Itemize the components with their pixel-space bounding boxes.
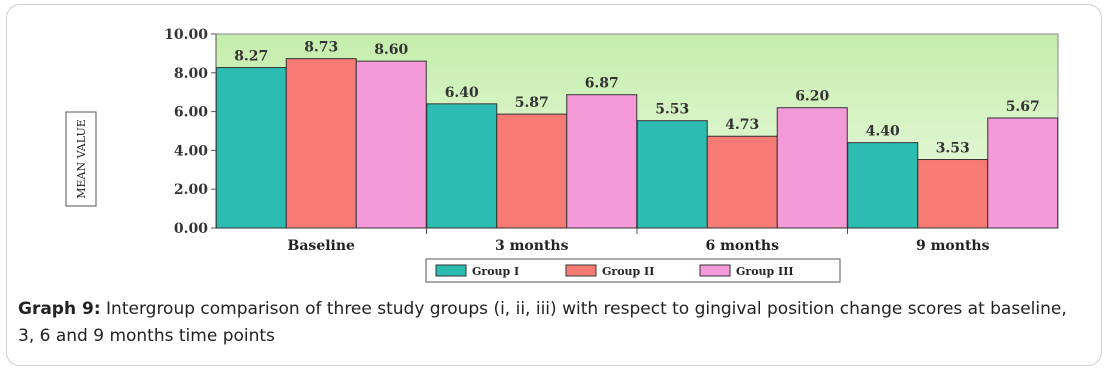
y-tick-label: 0.00 bbox=[174, 221, 208, 237]
bar-group-i bbox=[636, 120, 708, 229]
bar-chart: 0.00 2.00 4.00 6.00 8.00 10.00 Baseline 3 mont… bbox=[65, 27, 1059, 283]
bar-value-label: 8.60 bbox=[374, 42, 408, 58]
legend-label: Group I bbox=[472, 265, 519, 278]
bar-group-iii bbox=[776, 107, 848, 229]
value-labels: 8.27 8.73 8.60 6.40 5.87 6.87 5.53 4.73 6.20 4.40… bbox=[234, 40, 1040, 157]
bar-group-ii bbox=[496, 113, 568, 229]
legend-swatch bbox=[699, 264, 731, 277]
bar-group-ii bbox=[917, 159, 989, 229]
bar-value-label: 3.53 bbox=[936, 141, 970, 157]
bar-group-iii bbox=[566, 94, 638, 229]
bar-group-iii bbox=[987, 117, 1059, 229]
caption-text: Intergroup comparison of three study gro… bbox=[18, 299, 1067, 346]
bar-value-label: 5.53 bbox=[655, 102, 689, 118]
bar-value-label: 8.73 bbox=[304, 40, 338, 56]
bar-value-label: 6.40 bbox=[445, 85, 479, 101]
legend-swatch bbox=[435, 264, 467, 277]
y-tick-label: 2.00 bbox=[174, 182, 208, 198]
legend-swatch bbox=[565, 264, 597, 277]
legend-label: Group III bbox=[736, 265, 793, 278]
bar-value-label: 5.87 bbox=[515, 95, 549, 111]
bar-value-label: 4.40 bbox=[866, 124, 900, 140]
x-axis: Baseline 3 months 6 months 9 months bbox=[288, 228, 990, 254]
figure-caption: Graph 9: Intergroup comparison of three … bbox=[18, 296, 1088, 350]
y-axis: 0.00 2.00 4.00 6.00 8.00 10.00 bbox=[164, 27, 217, 237]
x-category-label: 3 months bbox=[495, 238, 569, 254]
bar-group-i bbox=[847, 142, 919, 229]
bar-group-i bbox=[215, 67, 287, 229]
legend: Group I Group II Group III bbox=[425, 258, 841, 283]
bar-group-iii bbox=[355, 60, 427, 229]
y-tick-label: 4.00 bbox=[174, 143, 208, 159]
y-tick-label: 6.00 bbox=[174, 105, 208, 121]
bar-value-label: 6.20 bbox=[795, 89, 829, 105]
y-tick-label: 10.00 bbox=[164, 27, 208, 43]
bars bbox=[215, 58, 1059, 229]
bar-group-ii bbox=[706, 135, 778, 229]
bar-group-ii bbox=[285, 58, 357, 229]
x-category-label: 6 months bbox=[706, 238, 780, 254]
bar-value-label: 8.27 bbox=[234, 49, 268, 65]
y-tick-label: 8.00 bbox=[174, 66, 208, 82]
y-axis-title: MEAN VALUE bbox=[75, 119, 88, 199]
bar-value-label: 4.73 bbox=[725, 117, 759, 133]
x-category-label: 9 months bbox=[916, 238, 990, 254]
bar-group-i bbox=[426, 103, 498, 229]
caption-label: Graph 9: bbox=[18, 299, 101, 319]
legend-label: Group II bbox=[602, 265, 654, 278]
x-category-label: Baseline bbox=[288, 238, 356, 254]
y-axis-title-box: MEAN VALUE bbox=[65, 111, 97, 207]
bar-value-label: 5.67 bbox=[1006, 99, 1040, 115]
bar-value-label: 6.87 bbox=[585, 76, 619, 92]
